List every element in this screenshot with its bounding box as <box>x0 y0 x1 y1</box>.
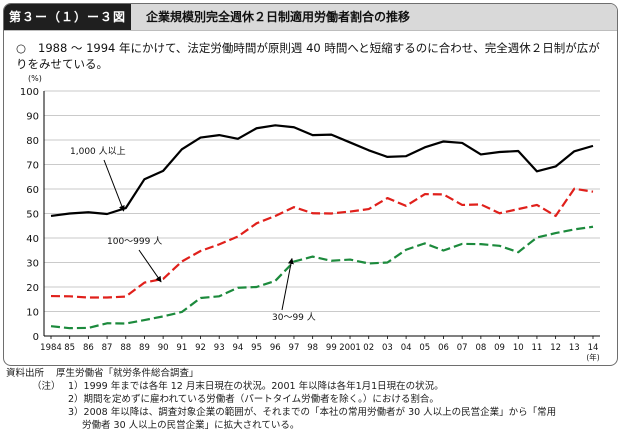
source-notes: 資料出所 厚生労働省「就労条件総合調査」 （注） 1）1999 年までは各年 12 … <box>6 367 616 432</box>
x-tick-label: 94 <box>232 343 243 353</box>
x-tick-label: 07 <box>457 343 468 353</box>
y-tick-label: 20 <box>26 283 39 294</box>
x-tick-label: 14 <box>588 343 599 353</box>
x-tick-label: 97 <box>289 343 300 353</box>
series-line-1 <box>50 187 594 299</box>
x-tick-label: 02 <box>363 343 374 353</box>
x-tick-label: 96 <box>270 343 281 353</box>
series-line-0 <box>50 124 594 218</box>
annotation-arrow <box>103 159 125 212</box>
series-line-2 <box>50 225 594 330</box>
circle-bullet-icon: ○ <box>16 41 27 55</box>
y-tick-label: 100 <box>20 87 39 98</box>
x-tick-label: 03 <box>382 343 393 353</box>
figure-frame: 第３ー（１）ー３図 企業規模別完全週休２日制適用労働者割合の推移 ○ 1988 ～… <box>3 3 618 366</box>
notes-label: （注） <box>32 381 61 392</box>
series-annotation: 100～999 人 <box>107 236 162 247</box>
x-tick-label: 99 <box>326 343 337 353</box>
annotation-arrow <box>138 249 162 283</box>
figure-number: 第３ー（１）ー３図 <box>4 4 131 30</box>
x-tick-label: 10 <box>513 343 524 353</box>
y-tick-label: 40 <box>26 234 39 245</box>
line-chart: 0 10 20 30 40 50 60 70 80 90 100 (%) 1984 85 86 87 88 89 9… <box>20 74 600 362</box>
note-3-continued: 労働者 30 人以上の民営企業」に拡大されている。 <box>82 420 300 431</box>
y-tick-label: 10 <box>26 308 39 319</box>
y-tick-label: 90 <box>26 112 39 123</box>
figure-summary: ○ 1988 ～ 1994 年にかけて、法定労働時間が原則週 40 時間へと短縮す… <box>16 40 608 72</box>
x-tick-label: 92 <box>195 343 206 353</box>
source-text: 厚生労働省「就労条件総合調査」 <box>56 368 199 379</box>
y-tick-label: 0 <box>33 332 39 343</box>
x-tick-label: 12 <box>550 343 561 353</box>
figure-header: 第３ー（１）ー３図 企業規模別完全週休２日制適用労働者割合の推移 <box>4 4 617 31</box>
y-tick-label: 50 <box>26 210 39 221</box>
x-tick-label: 2001 <box>339 343 361 353</box>
x-tick-label: 13 <box>569 343 580 353</box>
x-tick-label: 09 <box>494 343 505 353</box>
x-tick-label: 1984 <box>40 343 62 353</box>
series-annotation: 1,000 人以上 <box>70 146 126 157</box>
x-tick-label: 95 <box>251 343 262 353</box>
x-tick-label: 06 <box>438 343 449 353</box>
x-tick-label: 87 <box>102 343 113 353</box>
y-axis-unit: (%) <box>28 74 42 83</box>
figure-title: 企業規模別完全週休２日制適用労働者割合の推移 <box>146 10 411 24</box>
x-tick-label: 98 <box>307 343 318 353</box>
x-tick-label: 86 <box>83 343 94 353</box>
y-tick-label: 60 <box>26 185 39 196</box>
y-tick-label: 70 <box>26 161 39 172</box>
x-tick-label: 05 <box>419 343 430 353</box>
x-tick-label: 88 <box>120 343 131 353</box>
summary-text: 1988 ～ 1994 年にかけて、法定労働時間が原則週 40 時間へと短縮する… <box>16 41 600 71</box>
x-tick-label: 11 <box>532 343 543 353</box>
source-label: 資料出所 <box>6 368 45 379</box>
series-annotation: 30～99 人 <box>272 312 316 323</box>
x-tick-label: 89 <box>139 343 150 353</box>
note-2: 2）期間を定めずに雇われている労働者（パートタイム労働者を除く。）における割合。 <box>68 394 439 405</box>
x-tick-label: 85 <box>64 343 75 353</box>
x-axis-unit: (年) <box>586 352 599 362</box>
annotation-arrow <box>281 257 294 311</box>
x-tick-label: 04 <box>401 343 412 353</box>
note-3: 3）2008 年以降は、調査対象企業の範囲が、それまでの「本社の常用労働者が 3… <box>68 407 557 418</box>
y-tick-label: 80 <box>26 136 39 147</box>
x-tick-label: 91 <box>176 343 187 353</box>
x-tick-label: 93 <box>214 343 225 353</box>
y-tick-label: 30 <box>26 259 39 270</box>
x-tick-label: 90 <box>158 343 169 353</box>
x-tick-label: 08 <box>475 343 486 353</box>
note-1: 1）1999 年までは各年 12 月末日現在の状況。2001 年以降は各年1月1… <box>68 381 444 392</box>
